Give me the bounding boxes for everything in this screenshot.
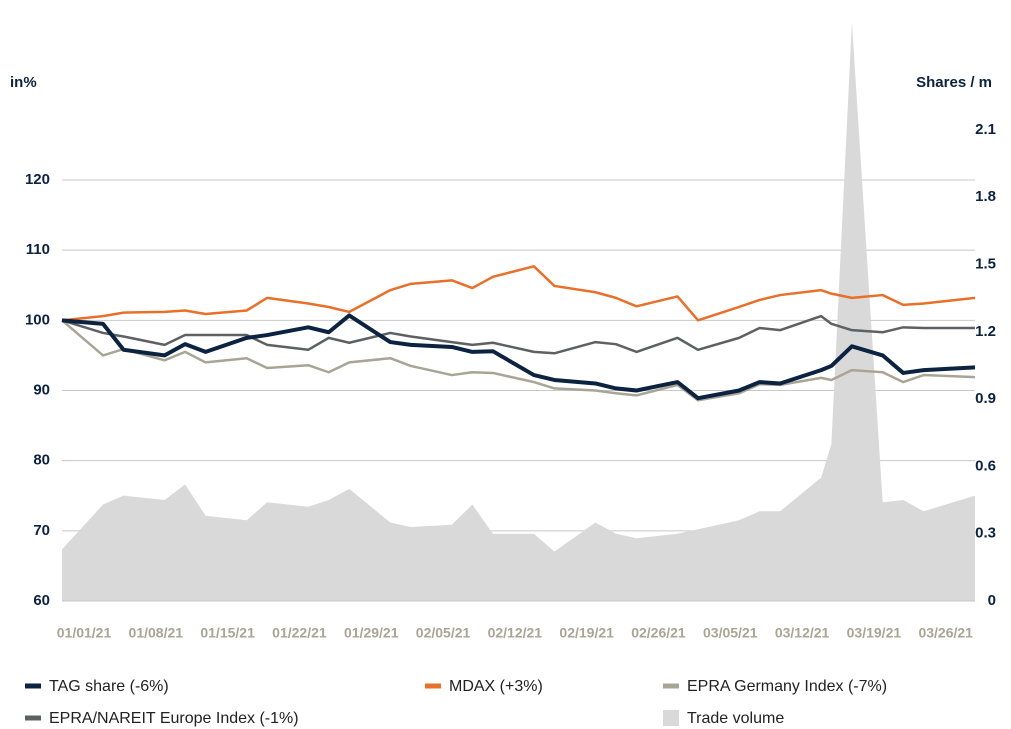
legend-label: TAG share (-6%) — [49, 678, 169, 695]
legend-label: Trade volume — [687, 710, 784, 727]
y-tick-label: 70 — [33, 522, 50, 539]
y-tick-label: 60 — [33, 592, 50, 609]
series-line — [61, 319, 976, 402]
x-tick-label: 02/19/21 — [559, 625, 614, 641]
legend-swatch — [663, 710, 679, 726]
y2-axis-label: Shares / m — [916, 74, 992, 91]
x-tick-label: 03/19/21 — [847, 625, 902, 641]
series-line — [61, 313, 976, 401]
x-tick-label: 02/12/21 — [488, 625, 543, 641]
x-tick-label: 01/08/21 — [129, 625, 184, 641]
y2-tick-label: 0.9 — [975, 390, 996, 407]
x-tick-label: 01/22/21 — [272, 625, 327, 641]
legend-label: EPRA/NAREIT Europe Index (-1%) — [49, 710, 299, 727]
y2-tick-label: 0.6 — [975, 457, 996, 474]
legend-label: EPRA Germany Index (-7%) — [687, 678, 887, 695]
x-tick-label: 01/01/21 — [57, 625, 112, 641]
x-tick-label: 03/05/21 — [703, 625, 758, 641]
y-axis-label: in% — [10, 74, 37, 91]
x-tick-label: 01/29/21 — [344, 625, 399, 641]
y2-tick-label: 0 — [988, 592, 996, 609]
series-line — [61, 314, 975, 355]
volume-area — [62, 22, 975, 602]
x-tick-label: 02/26/21 — [631, 625, 686, 641]
x-tick-label: 02/05/21 — [416, 625, 471, 641]
y2-tick-label: 1.8 — [975, 188, 996, 205]
y2-tick-label: 0.3 — [975, 525, 996, 542]
y2-tick-label: 2.1 — [975, 121, 996, 138]
series-line — [61, 265, 976, 322]
y2-tick-label: 1.2 — [975, 323, 996, 340]
y-tick-label: 110 — [26, 241, 50, 258]
x-tick-label: 03/26/21 — [918, 625, 973, 641]
y-tick-label: 120 — [25, 171, 50, 188]
x-tick-label: 01/15/21 — [200, 625, 255, 641]
legend-label: MDAX (+3%) — [449, 678, 543, 695]
y-tick-label: 90 — [33, 381, 50, 398]
y-tick-label: 80 — [33, 452, 50, 469]
y-tick-label: 100 — [25, 311, 50, 328]
y2-tick-label: 1.5 — [975, 255, 996, 272]
x-tick-label: 03/12/21 — [775, 625, 830, 641]
